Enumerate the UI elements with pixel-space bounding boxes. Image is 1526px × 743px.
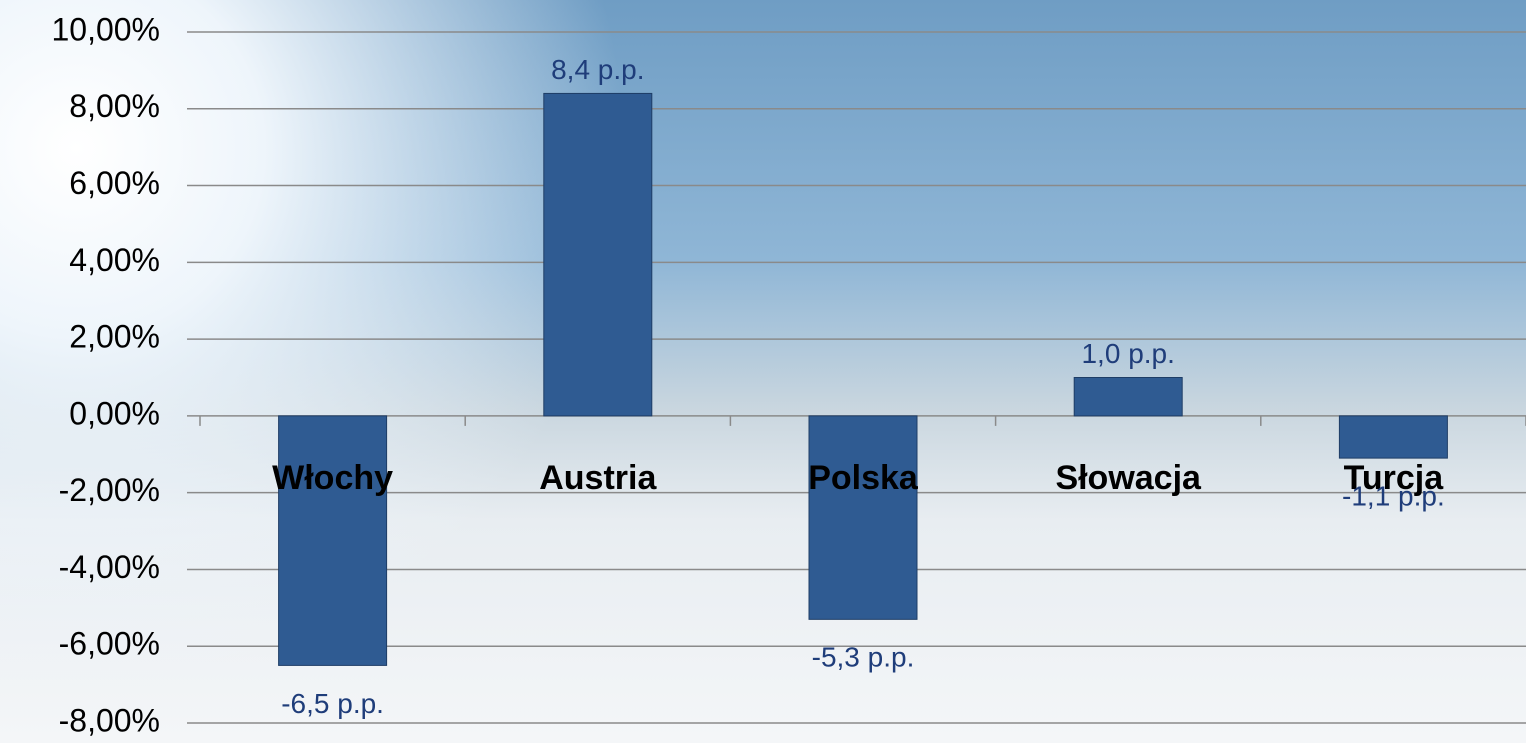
x-tick-label: Włochy [272,459,393,497]
bar [278,415,388,666]
y-tick-label: 8,00% [69,88,160,124]
bar [808,415,918,620]
y-tick-label: -2,00% [59,472,160,508]
value-label: -5,3 p.p. [812,642,915,673]
y-tick-label: 4,00% [69,242,160,278]
value-label: 1,0 p.p. [1081,338,1174,369]
value-label: -6,5 p.p. [281,688,384,719]
x-tick-label: Słowacja [1055,459,1202,497]
value-label: -1,1 p.p. [1342,481,1445,512]
y-tick-label: -8,00% [59,702,160,738]
y-tick-label: 2,00% [69,319,160,355]
bar [543,92,653,417]
value-label: 8,4 p.p. [551,54,644,85]
bar [1338,415,1448,459]
x-tick-label: Polska [808,459,919,497]
y-tick-label: 0,00% [69,395,160,431]
y-tick-label: 10,00% [51,11,160,47]
x-tick-label: Austria [539,459,657,497]
x-tick-label: Turcja [1344,459,1445,497]
y-tick-label: -6,00% [59,626,160,662]
y-tick-label: -4,00% [59,549,160,585]
y-tick-label: 6,00% [69,165,160,201]
bar [1073,377,1183,417]
